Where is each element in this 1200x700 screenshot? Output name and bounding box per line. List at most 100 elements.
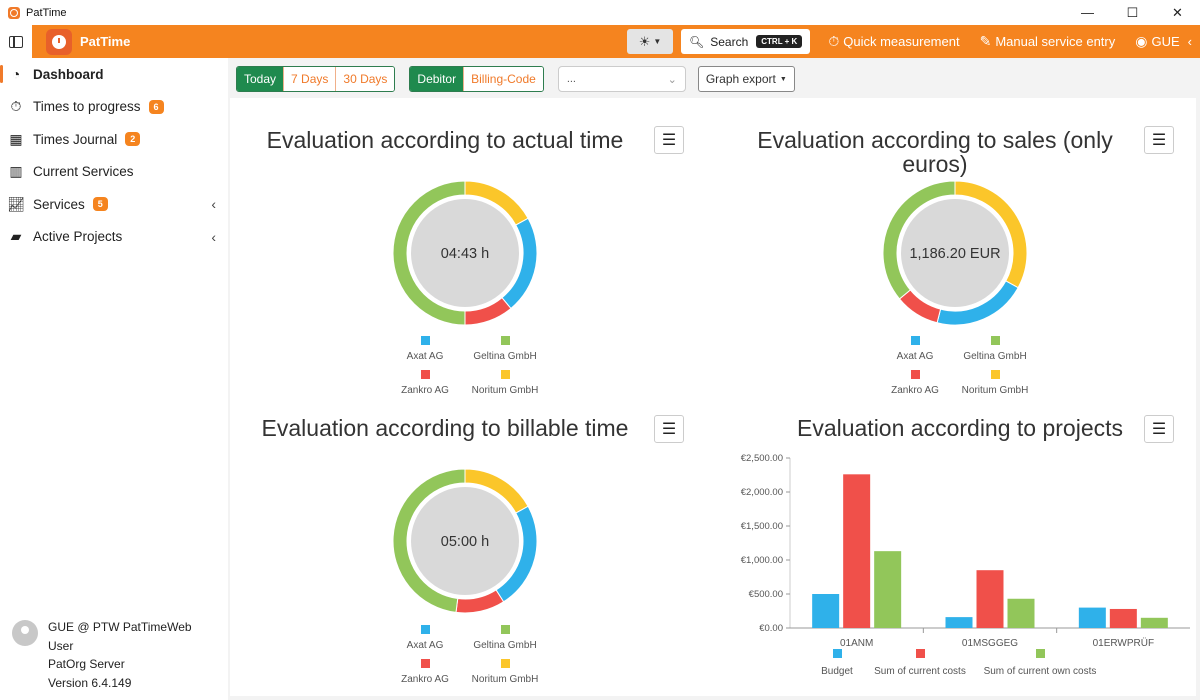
- donut-chart-actual-time: 04:43 h: [392, 180, 538, 326]
- search-icon: 🔍︎: [688, 34, 705, 49]
- count-badge: 2: [125, 132, 141, 147]
- bar-01msggeg-0[interactable]: [945, 617, 973, 628]
- manual-service-entry-button[interactable]: ✎ Manual service entry: [980, 33, 1116, 50]
- user-icon: ◉: [1135, 33, 1148, 49]
- close-button[interactable]: ✕: [1172, 4, 1183, 20]
- chevron-left-icon[interactable]: ‹: [1187, 34, 1192, 49]
- search-shortcut: CTRL + K: [756, 35, 803, 48]
- search-button[interactable]: 🔍︎ Search CTRL + K: [680, 29, 811, 54]
- brand-name: PatTime: [80, 34, 131, 49]
- range-30-days-button[interactable]: 30 Days: [335, 67, 395, 91]
- legend-item[interactable]: Zankro AG: [870, 370, 960, 396]
- sidebar-item-times-journal[interactable]: ▦ Times Journal 2: [0, 123, 228, 156]
- maximize-button[interactable]: ☐: [1126, 4, 1139, 20]
- sidebar-item-dashboard[interactable]: ◔ Dashboard: [0, 58, 228, 91]
- folder-icon: ▰: [10, 228, 22, 245]
- graph-export-label: Graph export: [705, 72, 776, 86]
- legend-item[interactable]: Zankro AG: [380, 370, 470, 396]
- bar-01msggeg-2[interactable]: [1007, 598, 1035, 628]
- sidebar-item-label: Services: [33, 196, 85, 212]
- legend-label: Zankro AG: [401, 385, 449, 396]
- manual-service-entry-label: Manual service entry: [995, 34, 1116, 49]
- legend-item[interactable]: Noritum GmbH: [950, 370, 1040, 396]
- legend-swatch: [420, 370, 430, 379]
- sidebar-item-label: Times Journal: [33, 131, 118, 147]
- stopwatch-icon: ⏱: [10, 98, 22, 115]
- legend-item[interactable]: Axat AG: [380, 336, 470, 362]
- quick-measurement-label: Quick measurement: [843, 34, 960, 49]
- y-tick-label: €1,000.00: [741, 555, 783, 566]
- brand[interactable]: PatTime: [46, 28, 131, 55]
- legend-label[interactable]: Sum of current costs: [874, 666, 966, 677]
- legend-item[interactable]: Axat AG: [870, 336, 960, 362]
- bar-01anm-0[interactable]: [812, 594, 840, 628]
- y-tick-label: €1,500.00: [741, 521, 783, 532]
- chevron-left-icon: ‹: [211, 196, 216, 213]
- group-debitor-button[interactable]: Debitor: [410, 67, 464, 91]
- sidebar-item-times-to-progress[interactable]: ⏱ Times to progress 6: [0, 91, 228, 124]
- legend-item[interactable]: Noritum GmbH: [460, 370, 550, 396]
- filter-dropdown[interactable]: ... ⌄: [557, 66, 686, 92]
- donut-center: [411, 487, 519, 595]
- legend-label: Axat AG: [406, 351, 444, 362]
- chart-menu-button[interactable]: ☰: [1144, 126, 1174, 154]
- legend-item[interactable]: Geltina GmbH: [950, 336, 1040, 362]
- bar-01erwprüf-0[interactable]: [1078, 607, 1106, 628]
- donut-center-label: 1,186.20 EUR: [909, 246, 1000, 262]
- range-7-days-button[interactable]: 7 Days: [283, 67, 336, 91]
- sidebar-item-label: Dashboard: [33, 66, 104, 82]
- bar-01anm-2[interactable]: [874, 551, 902, 628]
- theme-toggle-button[interactable]: ☀ ▼: [626, 29, 673, 54]
- chart-menu-button[interactable]: ☰: [1144, 415, 1174, 443]
- sidebar-toggle-button[interactable]: [0, 25, 32, 58]
- donut-slice-geltina-gmbh[interactable]: [392, 468, 466, 613]
- bar-01erwprüf-1[interactable]: [1109, 608, 1137, 628]
- legend-item[interactable]: Geltina GmbH: [460, 625, 550, 651]
- user-line-version: Version 6.4.149: [48, 675, 132, 690]
- range-selector: Today 7 Days 30 Days: [236, 66, 396, 92]
- donut-slice-geltina-gmbh[interactable]: [392, 180, 466, 326]
- chart-menu-button[interactable]: ☰: [654, 415, 684, 443]
- search-label: Search: [710, 34, 749, 49]
- group-billing-code-button[interactable]: Billing-Code: [463, 67, 543, 91]
- legend-item[interactable]: Zankro AG: [380, 659, 470, 685]
- user-info[interactable]: GUE @ PTW PatTimeWeb User PatOrg Server …: [12, 618, 192, 692]
- sidebar-item-active-projects[interactable]: ▰ Active Projects ‹: [0, 221, 228, 254]
- count-badge: 6: [148, 99, 164, 114]
- minimize-button[interactable]: —: [1081, 5, 1094, 20]
- legend-label[interactable]: Budget: [821, 666, 853, 677]
- legend-item[interactable]: Axat AG: [380, 625, 470, 651]
- legend-item[interactable]: Noritum GmbH: [460, 659, 550, 685]
- sidebar-item-current-services[interactable]: ▥ Current Services: [0, 156, 228, 189]
- legend-item[interactable]: Geltina GmbH: [460, 336, 550, 362]
- donut-chart-sales: 1,186.20 EUR: [882, 180, 1028, 326]
- range-today-button[interactable]: Today: [237, 67, 284, 91]
- x-tick-label: 01ERWPRÜF: [1093, 637, 1155, 649]
- filter-bar: Today 7 Days 30 Days Debitor Billing-Cod…: [236, 66, 795, 92]
- legend-label: Noritum GmbH: [471, 385, 539, 396]
- brand-logo-icon: [46, 28, 72, 55]
- chart-title-projects: Evaluation according to projects: [796, 415, 1124, 441]
- legend-swatch: [420, 625, 430, 634]
- bar-01msggeg-1[interactable]: [976, 570, 1004, 628]
- bar-01anm-1[interactable]: [843, 474, 871, 628]
- legend-swatch: [916, 649, 925, 658]
- graph-export-button[interactable]: Graph export ▼: [697, 66, 795, 92]
- edit-icon: ✎: [979, 33, 992, 49]
- legend-label[interactable]: Sum of current own costs: [984, 666, 1097, 677]
- sun-icon: ☀: [638, 33, 651, 49]
- quick-measurement-button[interactable]: ⏱ Quick measurement: [828, 33, 959, 50]
- dashboard-icon: ◔: [11, 66, 21, 83]
- sidebar-item-label: Times to progress: [33, 99, 141, 115]
- chart-menu-button[interactable]: ☰: [654, 126, 684, 154]
- sidebar-item-services[interactable]: 📈︎ Services 5 ‹: [0, 188, 228, 221]
- bar-01erwprüf-2[interactable]: [1140, 617, 1168, 628]
- donut-slice-geltina-gmbh[interactable]: [882, 180, 956, 300]
- app-icon: [8, 6, 20, 19]
- legend-label: Zankro AG: [891, 385, 939, 396]
- user-menu-button[interactable]: ◉ GUE: [1135, 33, 1179, 50]
- legend-label: Noritum GmbH: [471, 674, 539, 685]
- legend-label: Axat AG: [896, 351, 934, 362]
- chart-legend: Axat AG Geltina GmbH Zankro AG Noritum GmbH: [380, 336, 540, 396]
- caret-down-icon: ▼: [653, 37, 662, 46]
